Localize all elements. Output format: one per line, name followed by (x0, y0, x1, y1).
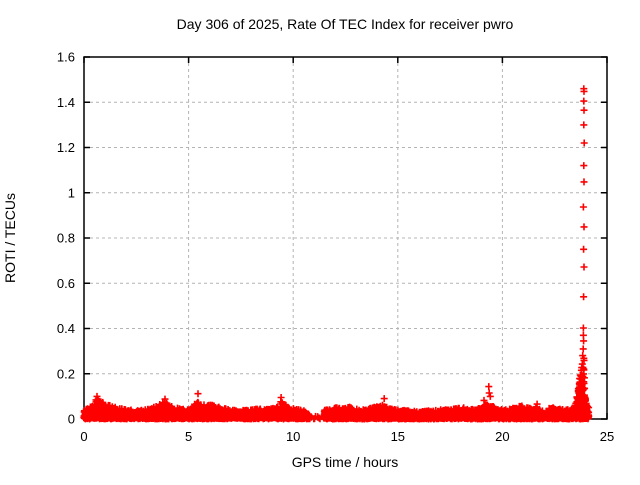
x-tick-label: 25 (600, 429, 614, 444)
y-tick-label: 0.2 (57, 366, 75, 381)
y-tick-label: 0 (68, 412, 75, 427)
x-tick-label: 20 (495, 429, 509, 444)
y-tick-label: 0.4 (57, 321, 75, 336)
y-tick-label: 1.2 (57, 140, 75, 155)
y-tick-label: 1.4 (57, 95, 75, 110)
gridlines (84, 57, 607, 419)
gridline-path (84, 57, 607, 419)
y-tick-label: 1.6 (57, 50, 75, 65)
y-axis-label: ROTI / TECUs (2, 193, 18, 283)
x-tick-label: 0 (80, 429, 87, 444)
data-points (80, 85, 593, 423)
scatter-marker-path (80, 85, 593, 423)
x-tick-labels: 0 5 10 15 20 25 (80, 429, 614, 444)
x-tick-label: 5 (185, 429, 192, 444)
x-tick-label: 10 (286, 429, 300, 444)
y-tick-label: 0.6 (57, 276, 75, 291)
chart-title: Day 306 of 2025, Rate Of TEC Index for r… (177, 16, 514, 32)
x-tick-label: 15 (391, 429, 405, 444)
y-tick-labels: 0 0.2 0.4 0.6 0.8 1 1.2 1.4 1.6 (57, 50, 75, 427)
x-axis-label: GPS time / hours (292, 454, 399, 470)
y-tick-label: 0.8 (57, 231, 75, 246)
y-tick-label: 1 (68, 185, 75, 200)
